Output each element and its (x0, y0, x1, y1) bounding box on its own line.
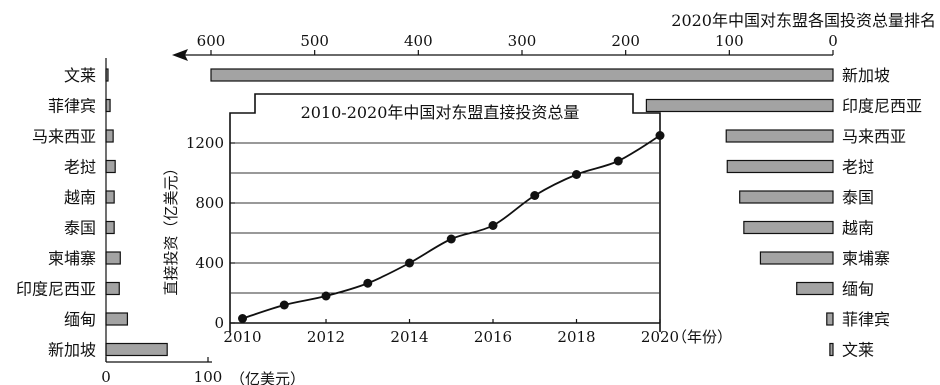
ranking-bar (645, 98, 834, 113)
share-country-label: 柬埔寨 (48, 249, 96, 268)
share-bar (105, 220, 115, 235)
ranking-x-tick-label: 500 (300, 32, 329, 50)
ranking-x-tick-label: 0 (828, 32, 838, 50)
ranking-bar (210, 68, 834, 82)
ranking-x-tick-label: 300 (508, 32, 537, 50)
line-x-tick-label: 2016 (474, 328, 512, 346)
investment-point (572, 170, 582, 179)
ranking-country-label: 老挝 (842, 158, 874, 177)
share-bar (105, 98, 111, 113)
share-country-label: 越南 (64, 188, 96, 207)
ranking-bar (826, 312, 834, 326)
line-x-tick-label: 2012 (307, 328, 345, 346)
ranking-country-label: 马来西亚 (842, 127, 906, 146)
line-y-tick-label: 0 (214, 314, 224, 332)
ranking-country-label: 缅甸 (842, 280, 874, 299)
ranking-bar (725, 129, 834, 143)
ranking-x-tick-label: 600 (197, 32, 226, 50)
investment-point (655, 131, 665, 140)
share-country-label: 新加坡 (48, 341, 96, 360)
line-chart-panel (229, 93, 661, 332)
line-chart-title: 2010-2020年中国对东盟直接投资总量 (301, 103, 580, 122)
line-chart-gridlines (230, 142, 660, 324)
line-x-tick-label: 2018 (557, 328, 595, 346)
line-chart-y-axis: 0 400 800 1200 (186, 134, 235, 332)
share-bar (105, 251, 121, 265)
ranking-bar (726, 159, 834, 174)
share-country-label: 泰国 (64, 219, 96, 238)
ranking-country-label: 新加坡 (842, 66, 890, 85)
ranking-x-tick-label: 400 (404, 32, 433, 50)
ranking-bar (796, 281, 834, 296)
ranking-country-label: 菲律宾 (842, 310, 890, 329)
ranking-x-tick-label: 100 (715, 32, 744, 50)
ranking-bars (210, 68, 834, 357)
line-chart-x-unit: （年份） (672, 328, 732, 346)
ranking-x-axis: 0 100 200 300 400 500 600 (172, 32, 838, 61)
ranking-bar (759, 251, 834, 265)
investment-point (363, 278, 373, 288)
ranking-country-label: 文莱 (842, 341, 874, 360)
line-x-tick-label: 2010 (223, 328, 261, 346)
share-country-label: 马来西亚 (32, 127, 96, 146)
investment-point (613, 156, 623, 166)
line-x-tick-label: 2014 (390, 328, 428, 346)
line-series-direct-investment (238, 131, 665, 323)
ranking-country-label: 泰国 (842, 188, 874, 207)
investment-point (321, 291, 331, 301)
share-country-label: 文莱 (64, 66, 96, 85)
share-country-label: 缅甸 (64, 310, 96, 329)
share-bar (105, 342, 168, 357)
share-country-label: 老挝 (64, 158, 96, 177)
ranking-country-label: 印度尼西亚 (842, 97, 922, 116)
ranking-bar (743, 220, 834, 235)
share-x-axis: 0 100 (101, 58, 222, 385)
investment-point (405, 258, 415, 268)
line-chart-x-axis: 2010 2012 2014 2016 2018 2020 (223, 319, 679, 346)
ranking-x-tick-label: 200 (611, 32, 640, 50)
investment-point (238, 314, 248, 323)
line-y-tick-label: 800 (195, 194, 224, 212)
share-bar (105, 129, 114, 143)
line-x-tick-label: 2020 (641, 328, 679, 346)
share-country-label: 菲律宾 (48, 97, 96, 116)
ranking-bar (739, 190, 834, 204)
ranking-country-label: 柬埔寨 (842, 249, 890, 268)
share-x-tick-label: 0 (101, 368, 111, 385)
share-bar (105, 312, 129, 326)
ranking-bar (829, 342, 834, 357)
share-bar (105, 281, 120, 296)
ranking-chart-title: 2020年中国对东盟各国投资总量排名 (671, 11, 936, 30)
investment-point (530, 191, 540, 200)
share-country-label: 印度尼西亚 (16, 280, 96, 299)
ranking-x-axis-arrow (172, 49, 188, 61)
share-bar (105, 159, 116, 174)
share-bars (105, 68, 168, 357)
share-x-tick-label: 100 (194, 368, 223, 385)
share-bar (105, 190, 115, 204)
investment-point (488, 221, 498, 230)
line-chart-y-label: 直接投资（亿美元） (162, 160, 180, 295)
share-x-unit: （亿美元） (230, 370, 305, 385)
investment-point (279, 300, 289, 310)
ranking-country-label: 越南 (842, 219, 874, 238)
line-y-tick-label: 1200 (186, 134, 224, 152)
line-y-tick-label: 400 (195, 254, 224, 272)
investment-point (446, 234, 456, 244)
